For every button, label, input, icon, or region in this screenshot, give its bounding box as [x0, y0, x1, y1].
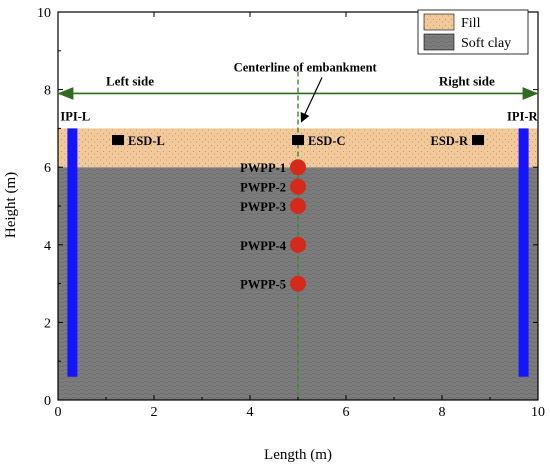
x-axis-title: Length (m): [264, 447, 332, 463]
y-tick-label: 0: [44, 394, 51, 409]
inclinometers: IPI-L IPI-R: [60, 109, 539, 377]
y-tick-label: 2: [44, 316, 51, 331]
legend: Fill Soft clay: [417, 9, 529, 55]
inclinometer-pipe: [67, 128, 78, 377]
legend-clay-label: Soft clay: [461, 36, 511, 51]
piezometer-marker: [290, 159, 306, 176]
x-tick-label: 2: [151, 405, 158, 420]
settlement-device-label: ESD-R: [430, 134, 468, 148]
y-tick-label: 6: [44, 161, 51, 176]
left-side-label: Left side: [106, 73, 154, 88]
y-tick-label: 8: [44, 84, 51, 99]
inclinometer-label: IPI-L: [60, 109, 90, 123]
x-tick-label: 8: [439, 405, 446, 420]
centerline-label: Centerline of embankment: [234, 60, 378, 74]
piezometer-label: PWPP-4: [240, 239, 287, 253]
piezometer-label: PWPP-3: [240, 200, 286, 214]
legend-clay-swatch: [423, 33, 455, 51]
inclinometer-pipe: [518, 128, 529, 377]
y-axis-title: Height (m): [3, 172, 19, 238]
x-tick-label: 4: [247, 405, 254, 420]
piezometer-marker: [290, 198, 306, 214]
settlement-device-marker: [292, 135, 304, 146]
y-tick-label: 4: [44, 239, 51, 254]
settlement-devices: ESD-L ESD-C ESD-R: [112, 134, 484, 148]
legend-fill-label: Fill: [461, 16, 481, 31]
piezometer-label: PWPP-2: [240, 181, 286, 195]
legend-fill-swatch: [423, 13, 455, 31]
x-tick-label: 6: [343, 405, 350, 420]
settlement-device-marker: [112, 135, 124, 146]
piezometer-label: PWPP-1: [240, 161, 286, 175]
piezometers: PWPP-1 PWPP-2 PWPP-3 PWPP-4 PWPP-5: [240, 159, 306, 292]
piezometer-marker: [290, 236, 306, 253]
x-tick-label: 10: [531, 405, 545, 420]
inclinometer-label: IPI-R: [507, 109, 539, 123]
axis-ticks: 0 2 4 6 8 10 0 2 4 6 8 10: [37, 6, 545, 420]
x-tick-label: 0: [55, 405, 62, 420]
right-side-label: Right side: [439, 73, 495, 88]
piezometer-marker: [290, 178, 306, 195]
y-tick-label: 10: [37, 6, 51, 21]
centerline-pointer: [300, 77, 323, 123]
piezometer-marker: [290, 275, 306, 292]
piezometer-label: PWPP-5: [240, 278, 286, 292]
settlement-device-label: ESD-L: [128, 134, 165, 148]
settlement-device-label: ESD-C: [308, 134, 346, 148]
settlement-device-marker: [472, 135, 484, 146]
